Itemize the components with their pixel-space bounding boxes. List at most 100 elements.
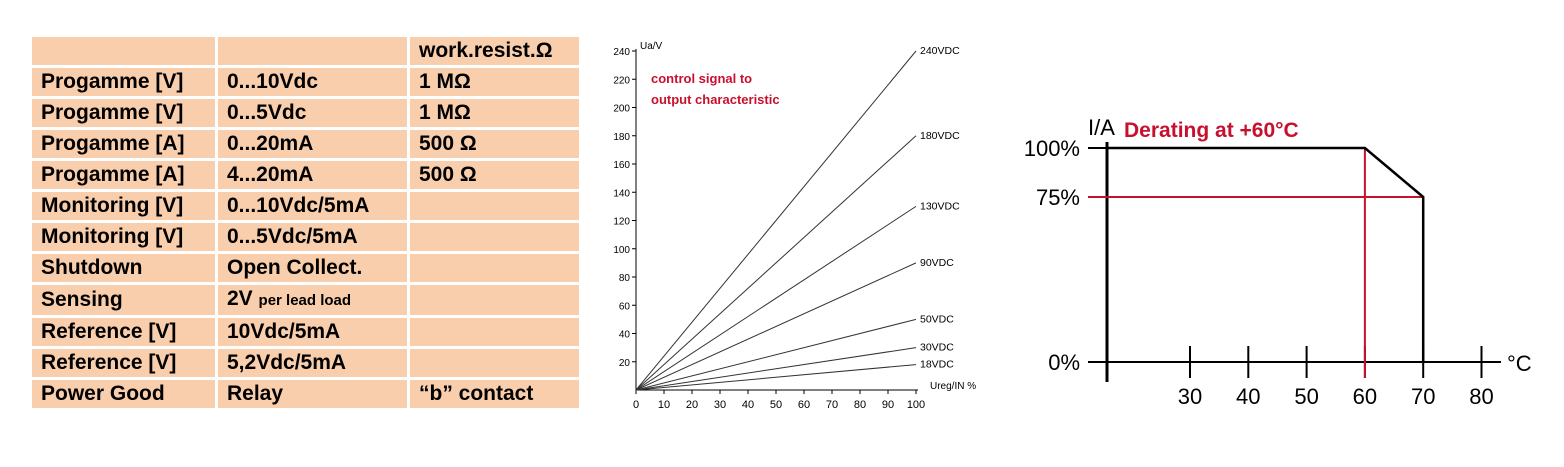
y-tick-label: 200 <box>613 104 630 115</box>
y-tick-label: 120 <box>613 217 630 228</box>
cell-text: 0...20mA <box>227 132 314 155</box>
y-tick-label: 80 <box>619 273 631 284</box>
x-axis-label: °C <box>1507 351 1532 376</box>
cell-text: Shutdown <box>41 256 143 279</box>
x-tick-label: 20 <box>686 399 698 411</box>
x-tick-label: 50 <box>1294 384 1318 409</box>
x-axis-label: Ureg/IN % <box>930 381 976 392</box>
chart-title: output characteristic <box>651 92 780 107</box>
cell-text: work.resist.Ω <box>419 39 553 62</box>
table-cell: 0...20mA <box>218 130 407 158</box>
series-line <box>635 50 917 391</box>
table-cell: Progamme [A] <box>32 130 215 158</box>
table-row: Progamme [V] 0...10Vdc 1 MΩ <box>32 68 579 96</box>
table-cell: Sensing <box>32 285 215 315</box>
series-line <box>635 318 917 391</box>
y-tick-label: 180 <box>613 132 630 143</box>
series-label: 130VDC <box>920 200 960 212</box>
cell-text: “b” contact <box>419 382 534 405</box>
cell-text: 0...5Vdc <box>227 101 307 124</box>
table-cell: Open Collect. <box>218 254 407 282</box>
table-cell: Power Good <box>32 380 215 408</box>
table-cell: 5,2Vdc/5mA <box>218 349 407 377</box>
table-row: Progamme [V] 0...5Vdc 1 MΩ <box>32 99 579 127</box>
table-cell: Shutdown <box>32 254 215 282</box>
series-line <box>635 135 917 391</box>
table-row: Progamme [A] 4...20mA 500 Ω <box>32 161 579 189</box>
cell-text: 0...5Vdc/5mA <box>227 225 358 248</box>
cell-text: Power Good <box>41 382 165 405</box>
y-tick-label: 140 <box>613 188 630 199</box>
table-cell <box>410 223 579 251</box>
table-cell <box>32 37 215 65</box>
table-row: Power Good Relay “b” contact <box>32 380 579 408</box>
y-tick-label: 100 <box>613 245 630 256</box>
y-tick-label: 20 <box>619 358 631 369</box>
cell-text: Monitoring [V] <box>41 194 184 217</box>
cell-text: Progamme [A] <box>41 132 185 155</box>
table-cell <box>410 254 579 282</box>
y-axis-label: I/A <box>1088 115 1115 140</box>
y-tick-label: 60 <box>619 301 631 312</box>
x-tick-label: 90 <box>882 399 894 411</box>
series-label: 240VDC <box>920 45 960 57</box>
cell-text: 0...10Vdc <box>227 70 319 93</box>
cell-text: 4...20mA <box>227 163 314 186</box>
table-cell: Progamme [A] <box>32 161 215 189</box>
table-cell <box>218 37 407 65</box>
y-tick-label: 0% <box>1048 350 1080 375</box>
series-line <box>635 347 917 391</box>
table-row: Reference [V] 5,2Vdc/5mA <box>32 349 579 377</box>
cell-text: Progamme [V] <box>41 101 184 124</box>
table-cell: 0...10Vdc <box>218 68 407 96</box>
spec-table: work.resist.Ω Progamme [V] 0...10Vdc 1 MΩ Pr… <box>29 34 582 411</box>
cell-text: 500 Ω <box>419 132 477 155</box>
x-tick-label: 70 <box>826 399 838 411</box>
x-tick-label: 0 <box>633 399 639 411</box>
x-tick-label: 40 <box>1236 384 1260 409</box>
y-tick-label: 220 <box>613 75 630 86</box>
table-row: Monitoring [V] 0...5Vdc/5mA <box>32 223 579 251</box>
y-tick-label: 100% <box>1024 136 1080 161</box>
x-tick-label: 80 <box>1469 384 1493 409</box>
table-cell: Relay <box>218 380 407 408</box>
cell-text: 0...10Vdc/5mA <box>227 194 370 217</box>
cell-text: Monitoring [V] <box>41 225 184 248</box>
x-tick-label: 100 <box>907 399 925 411</box>
x-tick-label: 50 <box>770 399 782 411</box>
x-tick-label: 60 <box>1353 384 1377 409</box>
table-row: Monitoring [V] 0...10Vdc/5mA <box>32 192 579 220</box>
table-cell: Monitoring [V] <box>32 223 215 251</box>
x-tick-label: 60 <box>798 399 810 411</box>
x-tick-label: 80 <box>854 399 866 411</box>
x-tick-label: 30 <box>1178 384 1202 409</box>
cell-text: 1 MΩ <box>419 101 471 124</box>
series-line <box>635 364 917 391</box>
table-cell: 0...10Vdc/5mA <box>218 192 407 220</box>
series-label: 90VDC <box>920 257 954 269</box>
y-tick-label: 75% <box>1036 185 1080 210</box>
table-row: Shutdown Open Collect. <box>32 254 579 282</box>
table-cell: 4...20mA <box>218 161 407 189</box>
table-cell <box>410 192 579 220</box>
y-tick-label: 240 <box>613 47 630 58</box>
cell-text: 1 MΩ <box>419 70 471 93</box>
y-tick-label: 40 <box>619 330 631 341</box>
table-cell <box>410 285 579 315</box>
table-cell: 0...5Vdc/5mA <box>218 223 407 251</box>
table-cell: 500 Ω <box>410 161 579 189</box>
table-cell: work.resist.Ω <box>410 37 579 65</box>
y-axis-label: Ua/V <box>640 41 663 52</box>
table-cell: Reference [V] <box>32 349 215 377</box>
x-tick-label: 70 <box>1411 384 1435 409</box>
table-cell: 1 MΩ <box>410 68 579 96</box>
table-cell: Monitoring [V] <box>32 192 215 220</box>
table-cell <box>410 318 579 346</box>
x-tick-label: 30 <box>714 399 726 411</box>
table-cell: 500 Ω <box>410 130 579 158</box>
series-line <box>635 262 917 391</box>
table-cell: 2V per lead load <box>218 285 407 315</box>
table-header-row: work.resist.Ω <box>32 37 579 65</box>
table-cell: “b” contact <box>410 380 579 408</box>
table-cell: Progamme [V] <box>32 68 215 96</box>
